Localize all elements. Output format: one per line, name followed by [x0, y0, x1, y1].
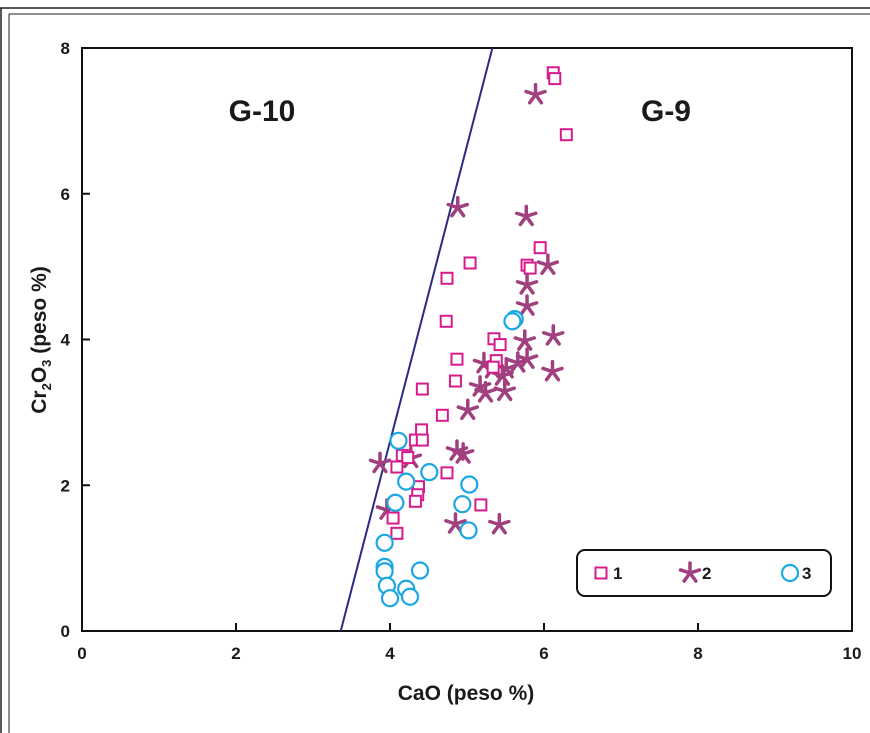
data-point-series-1 — [559, 128, 573, 142]
data-point-series-1 — [401, 451, 415, 465]
axis-ticks — [81, 47, 853, 632]
region-label-g10: G-10 — [229, 95, 296, 128]
data-point-series-3 — [453, 495, 472, 514]
legend-marker-2 — [678, 561, 702, 583]
data-point-series-2 — [488, 512, 511, 535]
data-point-series-3 — [503, 312, 522, 331]
legend-label-2: 2 — [702, 564, 711, 583]
y-tick-label: 4 — [61, 331, 71, 350]
y-axis-title: Cr2O3 (peso %) — [28, 266, 54, 414]
data-point-series-1 — [390, 460, 404, 474]
data-point-series-2 — [515, 273, 539, 295]
plot-area-frame — [81, 47, 853, 632]
data-point-series-2 — [456, 398, 480, 421]
legend-label-1: 1 — [613, 564, 622, 583]
x-tick-label: 4 — [385, 644, 395, 663]
data-point-series-1 — [440, 271, 454, 285]
data-point-series-3 — [386, 493, 405, 512]
data-point-series-1 — [474, 498, 488, 512]
data-point-series-3 — [400, 587, 420, 606]
y-tick-label: 8 — [61, 39, 70, 58]
data-point-series-3 — [420, 463, 439, 482]
data-point-series-1 — [439, 314, 453, 328]
y-axis-title-cr: Cr — [28, 390, 51, 413]
data-point-series-2 — [541, 324, 565, 346]
data-point-series-1 — [463, 256, 477, 270]
legend-items: 1 2 3 — [594, 561, 811, 583]
y-axis-title-sub3: 3 — [39, 360, 54, 367]
data-point-series-2 — [524, 82, 547, 105]
data-point-series-1 — [415, 382, 429, 396]
legend-label-3: 3 — [802, 564, 811, 583]
data-point-series-3 — [460, 475, 479, 494]
data-point-series-2 — [513, 329, 537, 351]
boundary-line — [339, 47, 494, 632]
data-point-series-3 — [397, 472, 416, 491]
data-point-series-2 — [515, 294, 539, 316]
data-point-series-2 — [444, 512, 467, 534]
data-point-series-1 — [386, 511, 400, 525]
data-point-series-1 — [448, 374, 462, 388]
data-point-series-2 — [493, 379, 516, 402]
data-point-series-2 — [515, 347, 539, 370]
y-axis-title-sub2: 2 — [39, 383, 54, 390]
data-point-series-1 — [408, 494, 422, 508]
data-point-series-1 — [486, 360, 500, 374]
data-point-series-1 — [533, 241, 547, 255]
data-point-series-1 — [493, 338, 507, 352]
data-point-series-1 — [415, 433, 429, 447]
data-points — [368, 66, 573, 608]
legend-marker-3 — [780, 563, 800, 583]
data-point-series-3 — [380, 589, 400, 608]
region-label-g9: G-9 — [641, 95, 691, 128]
data-point-series-1 — [435, 408, 449, 422]
y-tick-label: 6 — [61, 185, 70, 204]
data-point-series-2 — [474, 380, 497, 403]
x-tick-label: 10 — [843, 644, 862, 663]
legend-box — [576, 549, 832, 597]
y-axis-title-units: (peso %) — [28, 266, 51, 359]
data-point-series-2 — [541, 359, 564, 382]
y-tick-label: 2 — [61, 476, 70, 495]
x-tick-label: 2 — [231, 644, 240, 663]
x-tick-label: 8 — [693, 644, 702, 663]
data-point-series-1 — [548, 72, 562, 86]
data-point-series-3 — [389, 431, 408, 450]
x-tick-label: 0 — [77, 644, 86, 663]
data-point-series-1 — [390, 526, 404, 540]
legend: 1 2 3 — [576, 549, 832, 597]
legend-marker-1 — [594, 566, 608, 580]
x-axis-title: CaO (peso %) — [398, 682, 535, 705]
data-point-series-2 — [536, 253, 560, 276]
data-point-series-3 — [459, 521, 478, 540]
x-tick-label: 6 — [539, 644, 548, 663]
data-point-series-1 — [450, 352, 464, 366]
data-point-series-2 — [368, 451, 392, 474]
data-point-series-2 — [446, 195, 470, 218]
data-point-series-2 — [451, 442, 475, 464]
data-point-series-2 — [515, 204, 538, 227]
data-point-series-3 — [375, 562, 394, 581]
data-point-series-3 — [375, 533, 394, 552]
axis-tick-labels: 0 2 4 6 8 10 0 2 4 6 8 — [61, 39, 862, 663]
data-point-series-3 — [410, 561, 430, 580]
y-tick-label: 0 — [61, 622, 70, 641]
y-axis-title-o: O — [28, 367, 51, 383]
data-point-series-1 — [440, 466, 454, 480]
data-point-series-1 — [523, 261, 537, 275]
